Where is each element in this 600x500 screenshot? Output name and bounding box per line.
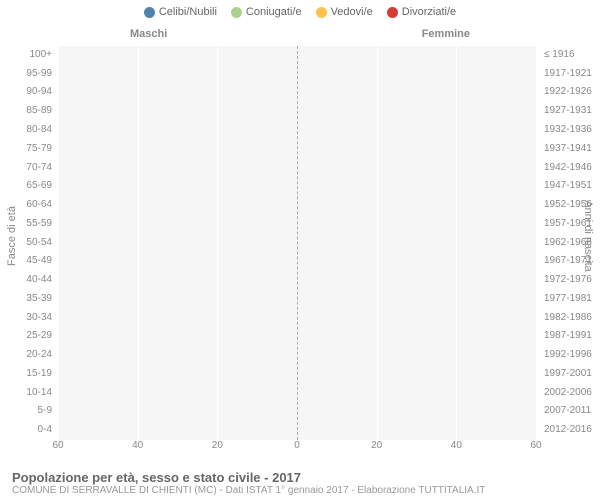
age-label: 15-19 (0, 365, 54, 384)
legend-item: Divorziati/e (387, 6, 456, 18)
gridline (456, 46, 457, 440)
age-label: 100+ (0, 46, 54, 65)
age-label: 40-44 (0, 271, 54, 290)
age-label: 50-54 (0, 234, 54, 253)
age-label: 85-89 (0, 102, 54, 121)
year-label: 1977-1981 (542, 290, 600, 309)
age-label: 30-34 (0, 309, 54, 328)
center-axis (297, 46, 298, 440)
age-label: 0-4 (0, 421, 54, 440)
gridline (536, 46, 537, 440)
year-label: 1932-1936 (542, 121, 600, 140)
age-label: 5-9 (0, 402, 54, 421)
gridline (138, 46, 139, 440)
age-label: 75-79 (0, 140, 54, 159)
x-tick: 20 (371, 440, 382, 451)
x-tick: 20 (212, 440, 223, 451)
legend: Celibi/Nubili Coniugati/e Vedovi/e Divorzia… (0, 0, 600, 18)
legend-label: Coniugati/e (246, 6, 302, 18)
age-label: 55-59 (0, 215, 54, 234)
age-label: 70-74 (0, 159, 54, 178)
legend-swatch (316, 7, 327, 18)
year-label: 1922-1926 (542, 83, 600, 102)
year-label: 1967-1971 (542, 252, 600, 271)
x-tick: 40 (451, 440, 462, 451)
year-label: 2012-2016 (542, 421, 600, 440)
age-label: 25-29 (0, 327, 54, 346)
age-label: 35-39 (0, 290, 54, 309)
year-label: 1942-1946 (542, 159, 600, 178)
age-labels: 0-45-910-1415-1920-2425-2930-3435-3940-4… (0, 46, 54, 440)
age-label: 65-69 (0, 177, 54, 196)
year-label: 1957-1961 (542, 215, 600, 234)
age-label: 95-99 (0, 65, 54, 84)
legend-label: Celibi/Nubili (159, 6, 217, 18)
year-label: 1952-1956 (542, 196, 600, 215)
year-label: 2002-2006 (542, 384, 600, 403)
legend-swatch (231, 7, 242, 18)
year-label: 1962-1966 (542, 234, 600, 253)
x-tick: 60 (52, 440, 63, 451)
x-tick: 60 (530, 440, 541, 451)
legend-swatch (144, 7, 155, 18)
chart-subtitle: COMUNE DI SERRAVALLE DI CHIENTI (MC) - D… (12, 485, 588, 496)
age-label: 20-24 (0, 346, 54, 365)
legend-label: Divorziati/e (402, 6, 456, 18)
year-label: 1927-1931 (542, 102, 600, 121)
gridline (217, 46, 218, 440)
x-axis: 6040200204060 (58, 440, 536, 454)
age-label: 10-14 (0, 384, 54, 403)
age-label: 90-94 (0, 83, 54, 102)
year-label: 2007-2011 (542, 402, 600, 421)
gridline (58, 46, 59, 440)
age-label: 60-64 (0, 196, 54, 215)
year-label: 1987-1991 (542, 327, 600, 346)
year-label: 1947-1951 (542, 177, 600, 196)
age-label: 80-84 (0, 121, 54, 140)
legend-item: Celibi/Nubili (144, 6, 217, 18)
plot-area (58, 46, 536, 440)
footer: Popolazione per età, sesso e stato civil… (12, 470, 588, 496)
year-label: 1917-1921 (542, 65, 600, 84)
x-tick: 40 (132, 440, 143, 451)
legend-swatch (387, 7, 398, 18)
x-tick: 0 (294, 440, 300, 451)
year-label: 1992-1996 (542, 346, 600, 365)
population-pyramid-chart: Celibi/Nubili Coniugati/e Vedovi/e Divorzia… (0, 0, 600, 500)
year-labels: 2012-20162007-20112002-20061997-20011992… (542, 46, 600, 440)
year-label: ≤ 1916 (542, 46, 600, 65)
year-label: 1937-1941 (542, 140, 600, 159)
year-label: 1972-1976 (542, 271, 600, 290)
legend-item: Vedovi/e (316, 6, 373, 18)
header-right: Femmine (422, 28, 470, 40)
chart-title: Popolazione per età, sesso e stato civil… (12, 470, 588, 485)
age-label: 45-49 (0, 252, 54, 271)
gridline (377, 46, 378, 440)
year-label: 1997-2001 (542, 365, 600, 384)
legend-item: Coniugati/e (231, 6, 302, 18)
header-left: Maschi (130, 28, 167, 40)
legend-label: Vedovi/e (331, 6, 373, 18)
year-label: 1982-1986 (542, 309, 600, 328)
